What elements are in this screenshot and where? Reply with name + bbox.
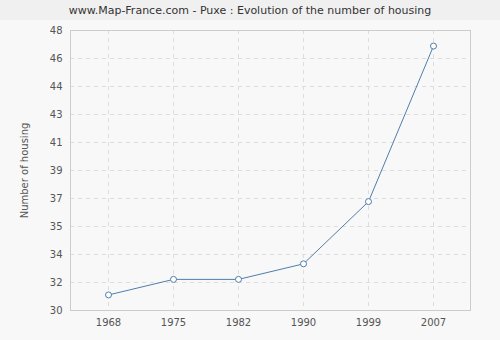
html-text:www.Map-France.com - Puxe : Ev: www.Map-France.com - Puxe : Evolution of… <box>68 4 432 17</box>
svg-text:1982: 1982 <box>226 317 251 328</box>
svg-text:32: 32 <box>50 277 63 288</box>
svg-text:37: 37 <box>50 193 63 204</box>
svg-text:43: 43 <box>50 109 63 120</box>
svg-text:30: 30 <box>50 305 63 316</box>
svg-text:1999: 1999 <box>356 317 381 328</box>
svg-text:39: 39 <box>50 165 63 176</box>
svg-text:34: 34 <box>50 249 63 260</box>
svg-text:48: 48 <box>50 25 63 36</box>
svg-text:1968: 1968 <box>96 317 121 328</box>
svg-text:Number of housing: Number of housing <box>19 123 30 219</box>
svg-text:44: 44 <box>50 81 63 92</box>
svg-text:1975: 1975 <box>161 317 186 328</box>
svg-text:1990: 1990 <box>291 317 316 328</box>
svg-text:35: 35 <box>50 221 63 232</box>
svg-text:41: 41 <box>50 137 63 148</box>
svg-text:2007: 2007 <box>421 317 446 328</box>
svg-text:46: 46 <box>50 53 63 64</box>
